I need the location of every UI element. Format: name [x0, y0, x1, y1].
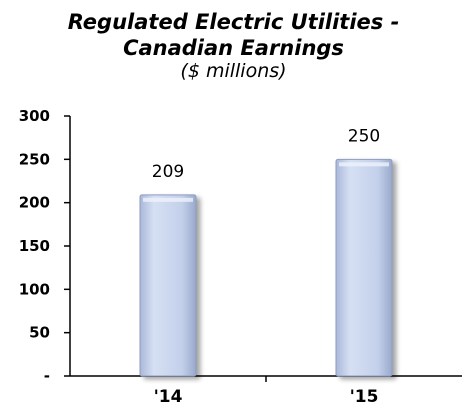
chart-title-line-1: Regulated Electric Utilities - [67, 10, 400, 34]
chart-subtitle: ($ millions) [180, 60, 287, 82]
y-tick-label: - [44, 367, 50, 385]
bar [139, 194, 197, 377]
y-tick-label: 300 [19, 107, 50, 125]
y-tick-label: 250 [19, 150, 50, 168]
y-tick-label: 50 [29, 324, 50, 342]
y-tick-label: 200 [19, 194, 50, 212]
x-category-label: '15 [350, 387, 379, 407]
bar [335, 158, 393, 377]
chart-title-line-2: Canadian Earnings [123, 36, 344, 60]
data-label: 209 [152, 162, 184, 182]
data-label: 250 [348, 126, 380, 146]
x-category-label: '14 [154, 387, 183, 407]
y-tick-label: 100 [19, 280, 50, 298]
y-tick-label: 150 [19, 237, 50, 255]
